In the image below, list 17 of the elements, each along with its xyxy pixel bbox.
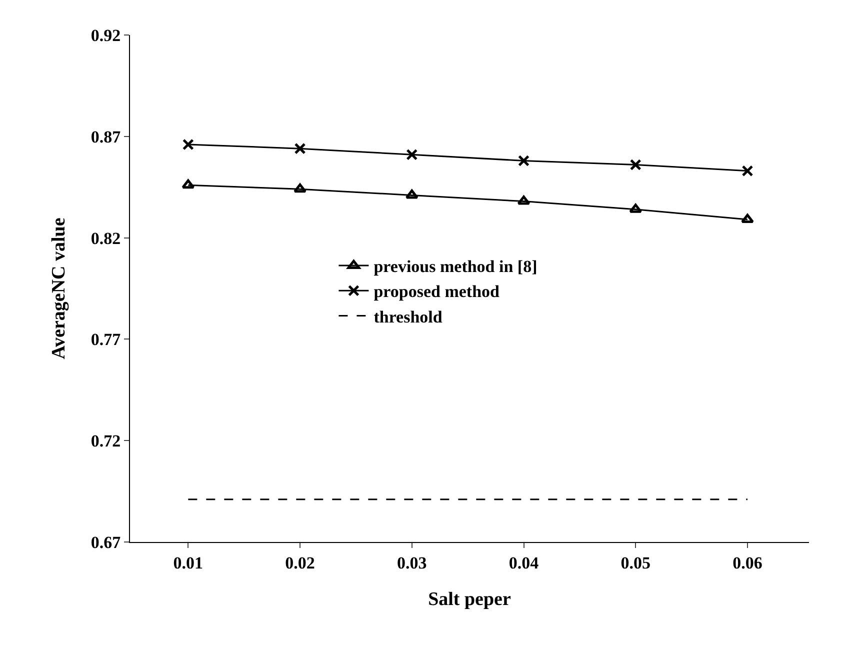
y-tick-label: 0.72 xyxy=(90,432,121,451)
y-axis-title: AverageNC value xyxy=(48,218,70,360)
legend-label: threshold xyxy=(374,307,443,326)
y-tick-label: 0.82 xyxy=(90,228,121,248)
x-tick-label: 0.05 xyxy=(620,553,650,572)
x-axis-title: Salt peper xyxy=(428,589,512,610)
y-tick-label: 0.92 xyxy=(90,26,121,45)
y-tick-label: 0.67 xyxy=(90,532,122,552)
legend-label: previous method in [8] xyxy=(374,257,538,276)
x-tick-label: 0.01 xyxy=(173,553,204,572)
legend-label: proposed method xyxy=(374,282,500,302)
x-tick-label: 0.02 xyxy=(285,553,315,572)
y-tick-label: 0.87 xyxy=(90,127,122,146)
x-tick-label: 0.04 xyxy=(508,553,540,572)
x-tick-label: 0.06 xyxy=(732,553,762,572)
y-tick-label: 0.77 xyxy=(90,330,122,350)
x-tick-label: 0.03 xyxy=(397,553,427,572)
